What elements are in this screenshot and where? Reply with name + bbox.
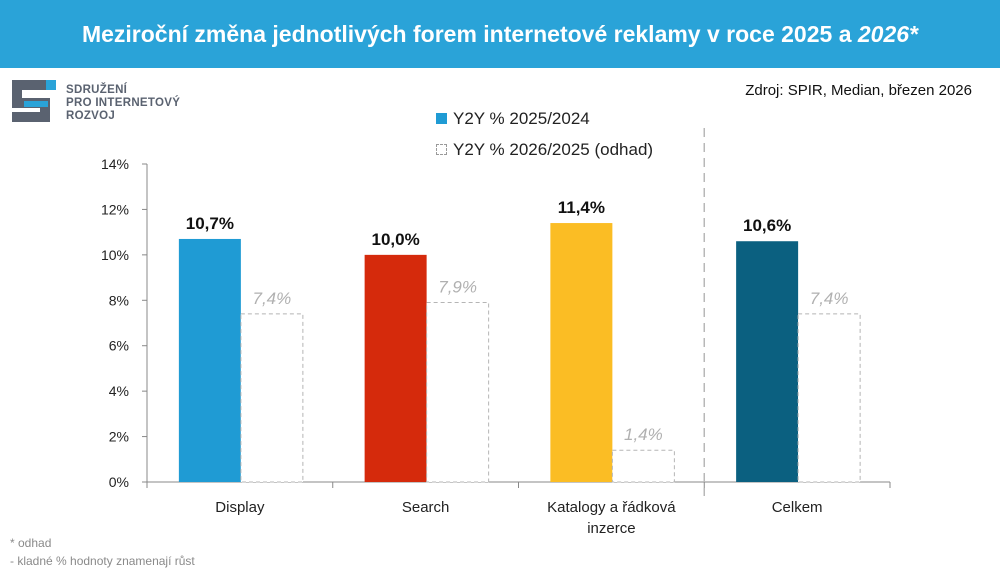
bar-2025 — [364, 254, 427, 482]
spir-logo-mark — [12, 80, 56, 122]
footnote-2: - kladné % hodnoty znamenají růst — [10, 554, 195, 568]
footnote-1: * odhad — [10, 536, 52, 550]
bar-2026-estimate — [240, 313, 304, 483]
logo-text: SDRUŽENÍ PRO INTERNETOVÝ ROZVOJ — [66, 84, 180, 123]
bar-2026-estimate — [797, 313, 861, 483]
bar-2026-estimate — [611, 449, 675, 483]
source-note: Zdroj: SPIR, Median, březen 2026 — [745, 82, 972, 99]
y-tick-label: 8% — [109, 292, 129, 308]
logo-line-1: SDRUŽENÍ — [66, 84, 128, 96]
legend: Y2Y % 2025/2024 Y2Y % 2026/2025 (odhad) — [436, 103, 653, 165]
x-category-label: Search — [402, 499, 450, 516]
legend-label-2026: Y2Y % 2026/2025 (odhad) — [453, 139, 654, 159]
legend-label-2025: Y2Y % 2025/2024 — [453, 108, 590, 128]
data-label-2025: 10,0% — [372, 230, 420, 249]
y-tick-label: 12% — [101, 201, 129, 217]
logo-line-2: PRO INTERNETOVÝ — [66, 97, 181, 109]
bar-2025 — [550, 223, 613, 483]
chart-title-italic: 2026* — [857, 20, 919, 47]
data-label-2026: 7,4% — [253, 289, 292, 308]
data-label-2025: 10,6% — [743, 216, 791, 235]
footnotes: * odhad - kladné % hodnoty znamenají růs… — [10, 534, 195, 570]
chart-title: Meziroční změna jednotlivých forem inter… — [82, 21, 918, 48]
y-tick-label: 4% — [109, 383, 129, 399]
data-label-2026: 7,4% — [810, 289, 849, 308]
logo-line-3: ROZVOJ — [66, 110, 116, 122]
x-category-label: Celkem — [772, 499, 823, 516]
title-bar: Meziroční změna jednotlivých forem inter… — [0, 0, 1000, 68]
bar-2026-estimate — [426, 302, 490, 483]
spir-logo: SDRUŽENÍ PRO INTERNETOVÝ ROZVOJ — [10, 78, 180, 124]
legend-item-2026: Y2Y % 2026/2025 (odhad) — [436, 134, 653, 165]
x-category-label: inzerce — [587, 520, 635, 537]
chart-title-main: Meziroční změna jednotlivých forem inter… — [81, 20, 852, 47]
bar-2025 — [736, 241, 799, 482]
data-label-2026: 7,9% — [438, 278, 477, 297]
data-label-2025: 10,7% — [186, 214, 234, 233]
x-category-label: Display — [215, 499, 265, 516]
y-tick-label: 10% — [101, 247, 129, 263]
data-label-2026: 1,4% — [624, 425, 663, 444]
y-tick-label: 6% — [109, 338, 129, 354]
x-category-label: Katalogy a řádková — [547, 499, 676, 516]
legend-swatch-solid — [436, 113, 447, 124]
y-tick-label: 2% — [109, 429, 129, 445]
y-tick-label: 0% — [109, 474, 129, 490]
data-label-2025: 11,4% — [558, 198, 605, 217]
legend-swatch-dashed — [436, 144, 447, 155]
legend-item-2025: Y2Y % 2025/2024 — [436, 103, 653, 134]
bar-2025 — [178, 238, 241, 482]
y-tick-label: 14% — [101, 156, 129, 172]
